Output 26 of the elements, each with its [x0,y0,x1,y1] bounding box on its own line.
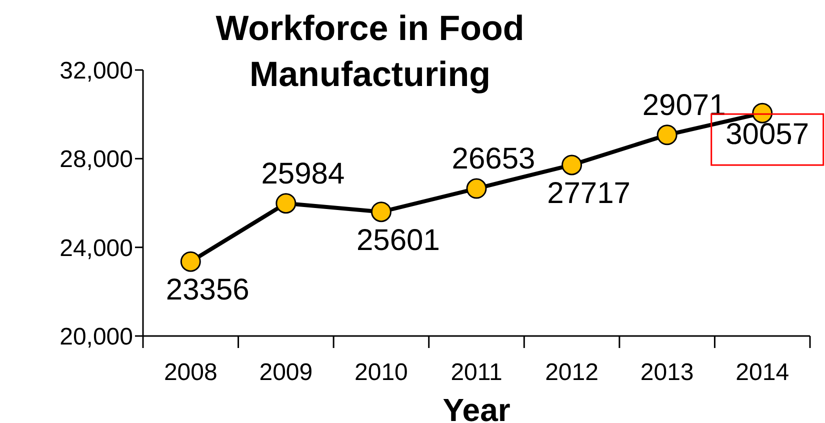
x-tick-label: 2013 [640,359,694,386]
y-tick-label: 20,000 [60,324,133,351]
x-tick-label: 2008 [164,359,218,386]
chart-title: Workforce in Food Manufacturing [214,8,526,96]
y-tick-label: 28,000 [60,146,133,174]
point [466,178,487,199]
x-tick-label: 2014 [736,359,790,386]
data-label: 27717 [547,176,631,210]
point [180,251,201,272]
data-label: 29071 [642,88,726,122]
y-tick-label: 32,000 [60,58,133,85]
x-tick-label: 2012 [545,359,598,386]
y-tick-label: 24,000 [60,234,133,262]
data-label: 25601 [356,224,440,257]
x-tick-label: 2011 [450,359,502,386]
point [656,124,678,146]
data-label: 23356 [166,274,250,307]
point [370,202,392,222]
data-label: 30057 [726,118,810,152]
x-tick-label: 2009 [259,359,313,386]
x-axis-title: Year [442,392,510,423]
data-label: 25984 [261,157,345,190]
data-label: 26653 [452,142,536,176]
x-tick-label: 2010 [354,359,408,386]
point [276,193,296,214]
point [562,154,582,176]
